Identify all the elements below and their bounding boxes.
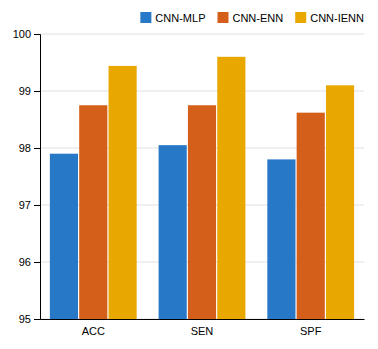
legend-item: CNN-MLP <box>140 12 205 24</box>
grid-line <box>40 91 364 92</box>
tick-label: 100 <box>13 28 31 40</box>
tick-label: SEN <box>191 325 214 337</box>
bars <box>50 57 354 319</box>
tick: SEN <box>191 319 214 337</box>
tick-mark <box>34 262 40 263</box>
legend-swatch <box>295 12 306 23</box>
x-axis: ACC SEN SPF <box>41 319 365 337</box>
bar <box>326 85 354 319</box>
bar <box>188 105 216 319</box>
tick-label: SPF <box>300 325 322 337</box>
bar <box>267 159 295 319</box>
legend-swatch <box>140 12 151 23</box>
grid-line <box>40 34 364 35</box>
legend-label: CNN-IENN <box>310 12 364 24</box>
tick: 95 <box>19 313 40 325</box>
legend: CNN-MLP CNN-ENN CNN-IENN <box>140 12 364 24</box>
tick: ACC <box>82 319 105 337</box>
grid <box>40 34 364 319</box>
tick: 99 <box>19 85 40 97</box>
y-axis: 95 96 97 98 99 100 <box>13 28 41 325</box>
tick-label: 99 <box>19 85 31 97</box>
tick-label: 98 <box>19 142 31 154</box>
legend-label: CNN-MLP <box>155 12 205 24</box>
tick-mark <box>34 148 40 149</box>
tick-mark <box>34 319 40 320</box>
tick-label: 95 <box>19 313 31 325</box>
tick: 98 <box>19 142 40 154</box>
plot: 95 96 97 98 99 100 ACC SEN SPF <box>13 28 365 337</box>
chart: 9596979899100ACCSENSPFCNN-MLPCNN-ENNCNN-… <box>0 0 378 349</box>
tick: 97 <box>19 199 40 211</box>
tick-mark <box>34 91 40 92</box>
tick-mark <box>34 34 40 35</box>
tick-mark <box>34 205 40 206</box>
legend-label: CNN-ENN <box>232 12 283 24</box>
bar <box>79 105 107 319</box>
bar <box>159 145 187 319</box>
tick-label: ACC <box>82 325 105 337</box>
axis-line <box>34 35 41 320</box>
legend-item: CNN-ENN <box>217 12 283 24</box>
tick: SPF <box>300 319 322 337</box>
tick: 96 <box>19 256 40 268</box>
axis-line <box>41 319 365 320</box>
bar <box>217 57 245 319</box>
bar <box>109 66 137 319</box>
tick: 100 <box>13 28 40 40</box>
legend-swatch <box>217 12 228 23</box>
legend-item: CNN-IENN <box>295 12 364 24</box>
tick-label: 97 <box>19 199 31 211</box>
tick-label: 96 <box>19 256 31 268</box>
bar <box>297 113 325 319</box>
bar <box>50 154 78 319</box>
